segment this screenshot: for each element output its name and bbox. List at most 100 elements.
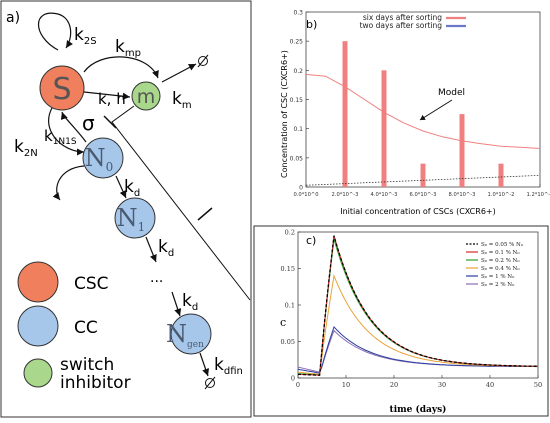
chart-c-xtick-label: 10 bbox=[342, 381, 350, 389]
arrow-ngen-degradation bbox=[199, 352, 210, 377]
chart-c-xtick-label: 0 bbox=[296, 381, 300, 389]
panel-c: c) c time (days) 0 0.05 0.1 0.15 0.2 0 10 20 30 4… bbox=[253, 225, 549, 417]
rate-kd-1: kd bbox=[124, 177, 140, 199]
chart-c-ytick-label: 0 bbox=[291, 375, 295, 383]
legend-csc-label: CSC bbox=[74, 274, 109, 294]
chart-c-ytick-label: 0.05 bbox=[281, 338, 295, 346]
node-s-label: S bbox=[52, 72, 71, 107]
chart-b-ytick-label: 0.3 bbox=[293, 10, 303, 17]
arrow-n0-self bbox=[52, 165, 85, 201]
chart-b-ytick-label: 0.15 bbox=[290, 97, 304, 104]
chart-b-bar bbox=[498, 163, 504, 187]
legend-a: CSC CC switch inhibitor bbox=[17, 261, 131, 393]
node-m-label: m bbox=[137, 86, 156, 108]
chart-b-legend-label: two days after sorting bbox=[360, 21, 443, 30]
arrow-n0-to-s bbox=[60, 111, 87, 143]
arrow-s-to-n0 bbox=[48, 107, 85, 156]
rate-k2n: k2N bbox=[14, 137, 38, 159]
chart-c-ytick-label: 0.2 bbox=[285, 229, 295, 237]
chart-c-ytick-label: 0.15 bbox=[281, 265, 295, 273]
legend-cc-swatch bbox=[17, 305, 59, 347]
node-n1 bbox=[114, 197, 156, 239]
chart-b-model-curve bbox=[305, 73, 541, 149]
ellipsis: ... bbox=[150, 270, 163, 286]
chart-c-xtick-label: 40 bbox=[486, 381, 494, 389]
chart-b-bar bbox=[420, 163, 426, 187]
legend-csc-swatch bbox=[17, 261, 59, 303]
chart-c-xtick-label: 30 bbox=[438, 381, 446, 389]
chart-c-ylabel: c bbox=[280, 316, 286, 329]
node-n0 bbox=[82, 137, 124, 179]
rate-kdfin: kdfin bbox=[214, 355, 243, 377]
chart-b-xtick-label: 8.0*10^-3 bbox=[449, 192, 476, 198]
chart-b-xtick-label: 2.0*10^-3 bbox=[332, 192, 359, 198]
rate-sigma: σ bbox=[82, 111, 95, 135]
chart-b-bar bbox=[342, 41, 348, 187]
rate-k2s: k2S bbox=[74, 25, 97, 47]
inhibition-line bbox=[111, 105, 251, 301]
chart-c-series-line bbox=[297, 325, 538, 374]
chart-b-xtick-label: 1.0*10^-2 bbox=[488, 192, 515, 198]
node-m bbox=[131, 81, 161, 111]
panel-a-label: a) bbox=[6, 10, 20, 26]
rate-kmp: kmp bbox=[115, 37, 141, 59]
chart-c-legend-label: S₀ = 0.05 % N₀ bbox=[481, 242, 524, 248]
legend-inhibitor-label-2: inhibitor bbox=[60, 373, 131, 393]
node-ngen bbox=[170, 313, 212, 355]
chart-c-xlabel: time (days) bbox=[390, 404, 447, 415]
node-ngen-label: Ngen bbox=[166, 320, 204, 350]
chart-c-xtick-label: 50 bbox=[534, 381, 542, 389]
chart-b-xtick-label: 0.0*10^0 bbox=[293, 192, 318, 198]
chart-c-legend-label: S₀ = 2 % N₀ bbox=[481, 282, 515, 288]
panel-c-frame bbox=[253, 225, 549, 417]
chart-c-ytick-label: 0.1 bbox=[285, 302, 295, 310]
node-n0-label: N0 bbox=[85, 144, 114, 174]
panel-a: a) k2S kmp km S m k, h σ k1N1S k2N bbox=[0, 0, 252, 418]
chart-c-legend-label: S₀ = 0.4 % N₀ bbox=[481, 266, 520, 272]
rate-k1n1s: k1N1S bbox=[44, 127, 77, 147]
arrow-kh bbox=[83, 91, 131, 100]
rate-km: km bbox=[172, 89, 192, 111]
chart-b-xtick-label: 4.0*10^-3 bbox=[371, 192, 398, 198]
arrow-n0-to-n1 bbox=[115, 175, 127, 199]
chart-b-bar bbox=[459, 114, 465, 187]
chart-b-xtick-label: 6.0*10^-3 bbox=[410, 192, 437, 198]
arrow-n1-down bbox=[145, 236, 157, 263]
chart-c-xtick-label: 20 bbox=[390, 381, 398, 389]
degradation-symbol-2 bbox=[205, 378, 215, 388]
chart-b-legend-label: six days after sorting bbox=[363, 13, 442, 22]
chart-b-panel-label: b) bbox=[306, 18, 317, 31]
degradation-symbol bbox=[198, 56, 208, 66]
panel-b: Concentration of CSC (CXCR6+) Initial co… bbox=[280, 10, 550, 217]
chart-b-ytick-label: 0.25 bbox=[290, 39, 304, 46]
chart-b-ytick-label: 0.2 bbox=[293, 68, 303, 75]
chart-c-legend-label: S₀ = 1 % N₀ bbox=[481, 274, 515, 280]
rate-kh: k, h bbox=[98, 90, 126, 108]
chart-c-legend-label: S₀ = 0.2 % N₀ bbox=[481, 258, 520, 264]
chart-c-panel-label: c) bbox=[306, 234, 316, 247]
arrow-m-degradation bbox=[161, 63, 197, 83]
chart-b-model-arrow bbox=[419, 99, 453, 121]
chart-b-plot-frame bbox=[305, 11, 541, 188]
arrow-s-to-m bbox=[83, 56, 159, 79]
chart-b-ytick-label: 0.05 bbox=[290, 155, 304, 162]
self-loop-arrow bbox=[37, 12, 73, 51]
chart-c-legend-label: S₀ = 0.1 % N₀ bbox=[481, 250, 520, 256]
rate-kd-3: kd bbox=[182, 291, 198, 313]
chart-b-model-annotation: Model bbox=[438, 88, 465, 98]
legend-inhibitor-label: switch bbox=[60, 355, 114, 375]
chart-b-xlabel: Initial concentration of CSCs (CXCR6+) bbox=[340, 207, 496, 216]
arrow-to-ngen bbox=[171, 291, 182, 317]
node-s bbox=[39, 65, 85, 111]
rate-kd-2: kd bbox=[158, 237, 174, 259]
chart-b-ylabel: Concentration of CSC (CXCR6+) bbox=[280, 50, 289, 178]
chart-c-series-line bbox=[298, 235, 538, 376]
chart-b-dotted-line bbox=[305, 174, 541, 186]
legend-inhibitor-swatch bbox=[23, 358, 53, 388]
chart-b-ytick-label: 0 bbox=[299, 185, 303, 192]
legend-cc-label: CC bbox=[74, 318, 98, 338]
chart-b-xtick-label: 1.2*10^-2 bbox=[527, 192, 550, 198]
chart-b-ytick-label: 0.1 bbox=[293, 126, 303, 133]
chart-b-bar bbox=[381, 70, 387, 187]
